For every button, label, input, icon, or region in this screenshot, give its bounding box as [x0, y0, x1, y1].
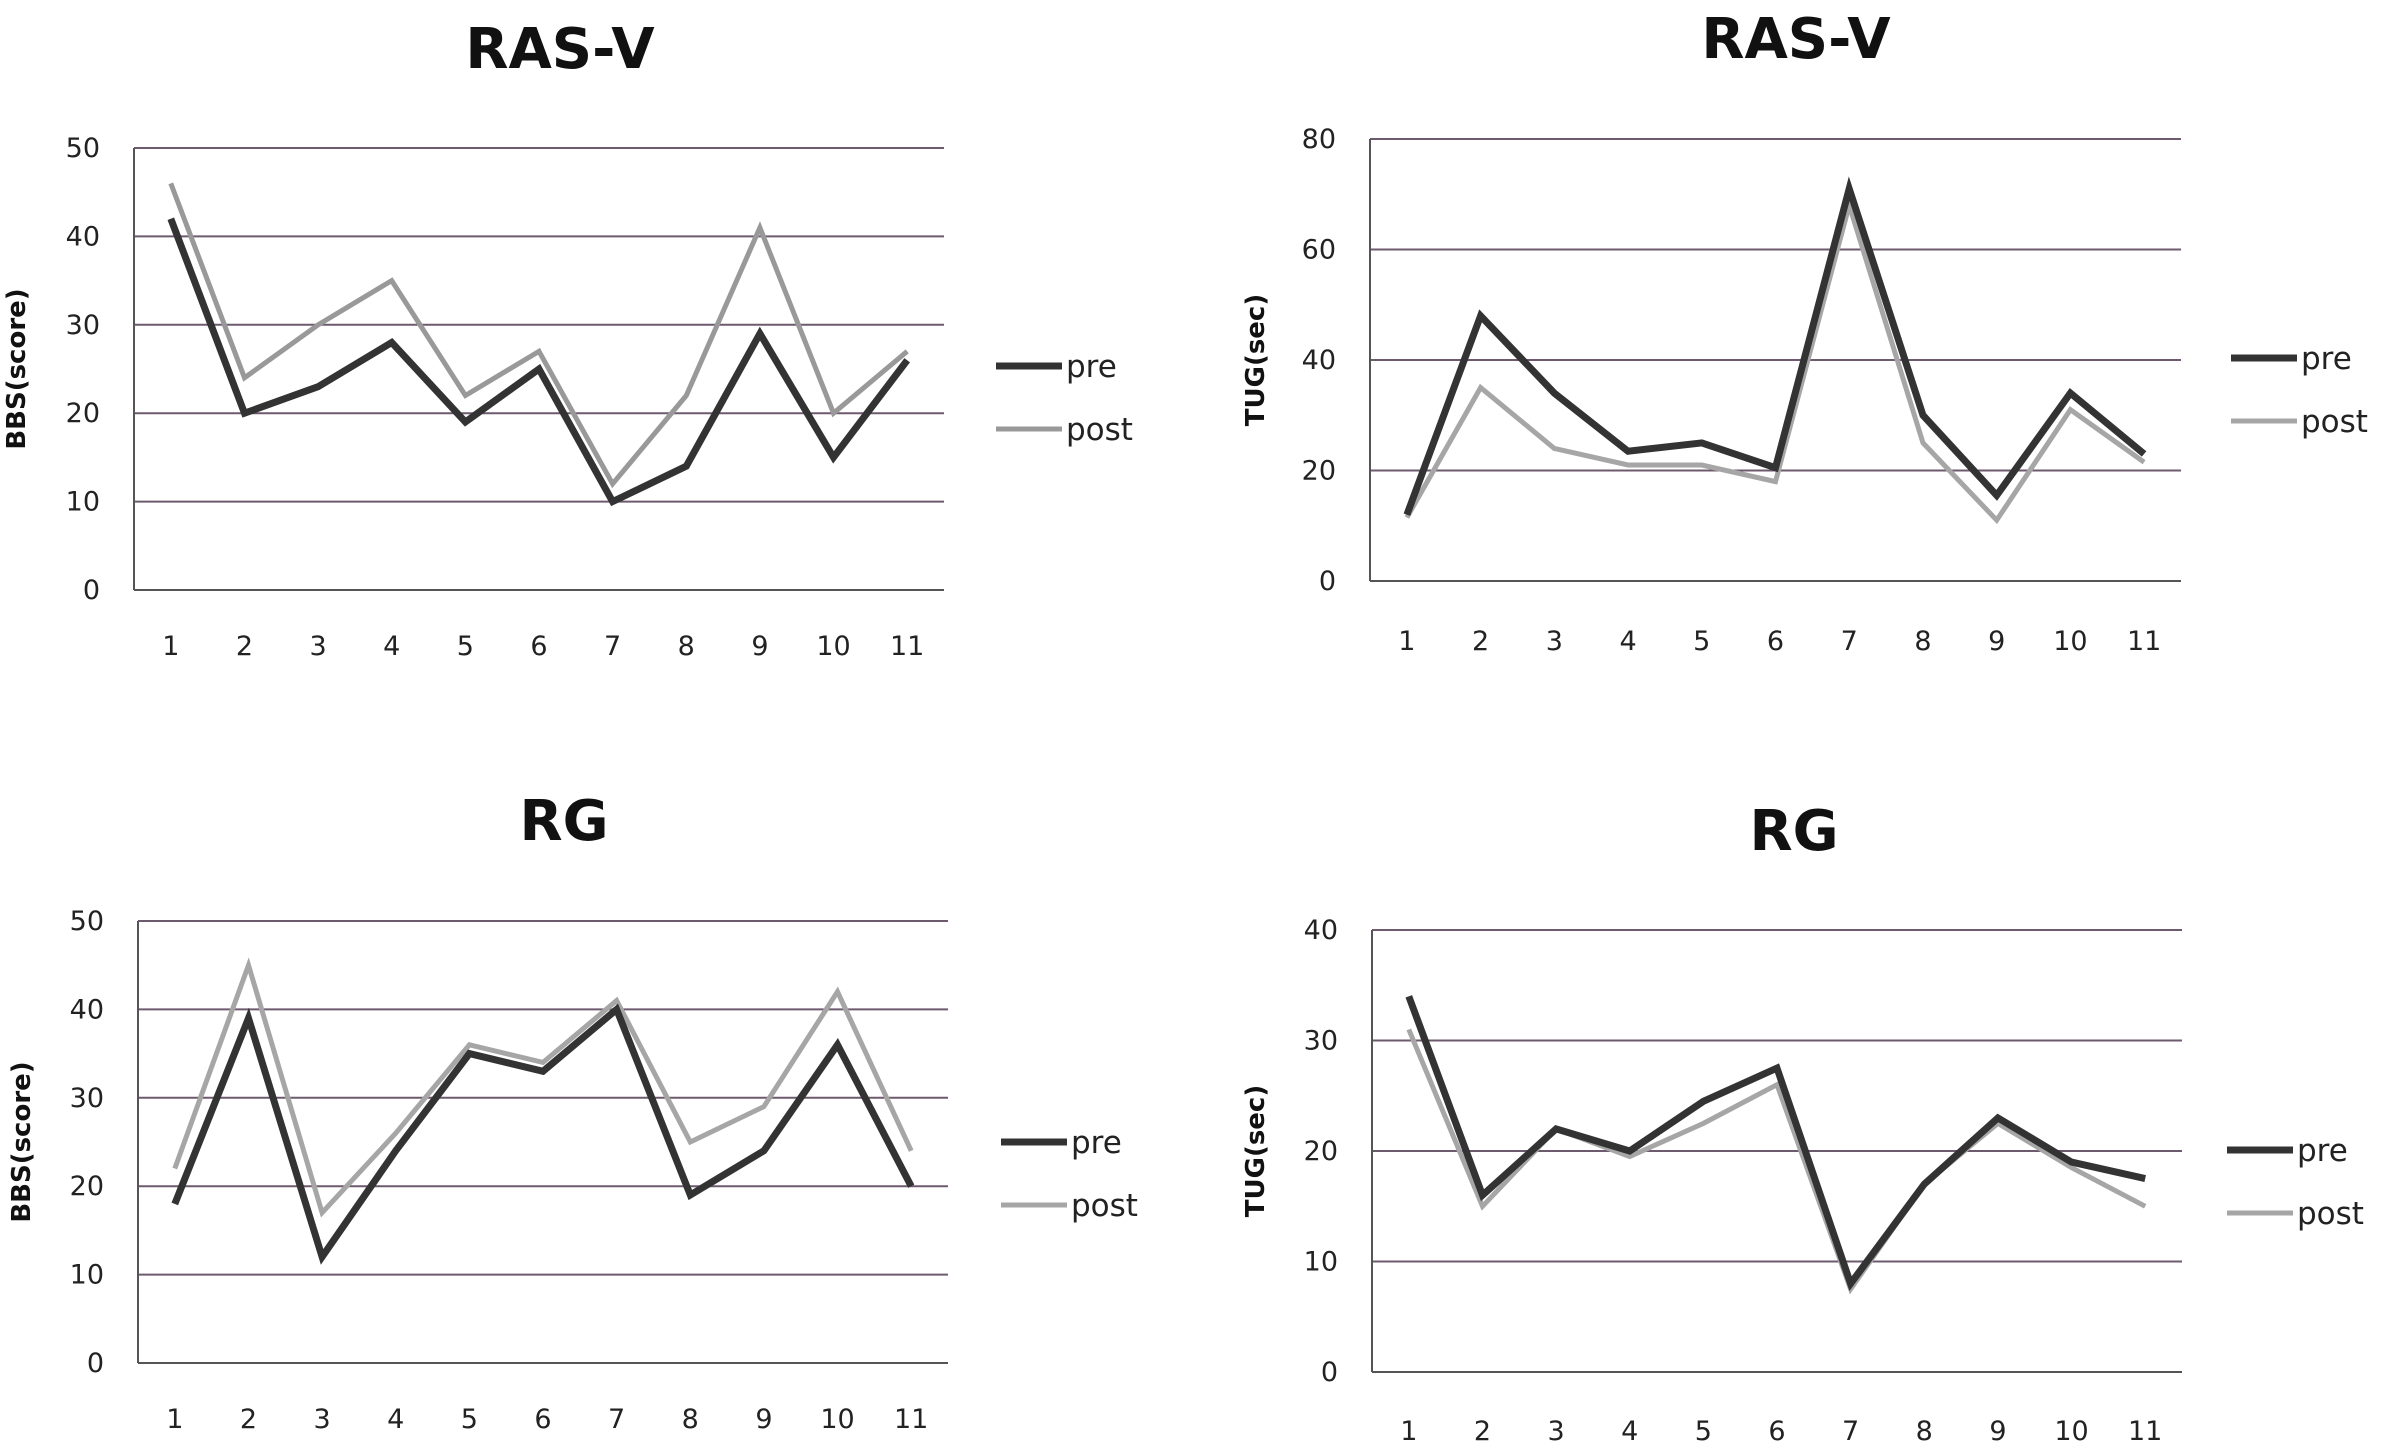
x-tick-label: 8: [1914, 626, 1931, 657]
x-tick-label: 5: [457, 631, 474, 662]
legend-label-post: post: [2301, 404, 2368, 440]
series-line-post: [168, 182, 909, 489]
line-chart-2: RAS-V TUG(sec) 0 20 40 60 80 1 2 3 4 5 6 7 8 9 10 11 pre po…: [1180, 0, 2384, 700]
y-tick-label: 0: [83, 575, 100, 606]
x-tick-label: 9: [1989, 1416, 2006, 1447]
x-tick-label: 7: [1842, 1416, 1859, 1447]
y-tick-label: 50: [70, 906, 104, 937]
series-line-post: [1404, 196, 2146, 525]
x-tick-label: 10: [820, 1404, 854, 1435]
y-axis-label: BBS(score): [2, 288, 32, 449]
line-chart-4: RG TUG(sec) 0 10 20 30 40 1 2 3 4 5 6 7 8 9 10 11 pre post: [1180, 740, 2384, 1455]
y-tick-label: 10: [66, 487, 100, 518]
y-tick-label: 10: [70, 1260, 104, 1291]
y-tick-label: 0: [1321, 1357, 1338, 1388]
x-tick-label: 1: [166, 1404, 183, 1435]
x-tick-label: 10: [2054, 1416, 2088, 1447]
x-tick-label: 2: [240, 1404, 257, 1435]
x-tick-label: 1: [1400, 1416, 1417, 1447]
x-tick-label: 9: [755, 1404, 772, 1435]
x-tick-label: 9: [1988, 626, 2005, 657]
y-axis-label: TUG(sec): [1241, 1085, 1271, 1217]
legend-label-post: post: [1071, 1188, 1138, 1224]
x-tick-label: 1: [162, 631, 179, 662]
x-tick-label: 2: [1472, 626, 1489, 657]
x-tick-label: 11: [890, 631, 924, 662]
x-tick-label: 4: [1621, 1416, 1638, 1447]
x-tick-label: 7: [604, 631, 621, 662]
x-tick-label: 5: [1695, 1416, 1712, 1447]
series-line-post: [172, 957, 914, 1218]
y-tick-label: 20: [66, 398, 100, 429]
x-tick-label: 8: [1916, 1416, 1933, 1447]
y-tick-label: 30: [66, 310, 100, 341]
x-tick-label: 4: [387, 1404, 404, 1435]
x-tick-label: 10: [816, 631, 850, 662]
x-tick-label: 3: [1547, 1416, 1564, 1447]
x-tick-label: 3: [309, 631, 326, 662]
x-tick-label: 6: [534, 1404, 551, 1435]
chart-title: RG: [1749, 799, 1838, 864]
x-tick-label: 8: [682, 1404, 699, 1435]
x-tick-label: 6: [1767, 626, 1784, 657]
chart-title: RG: [519, 789, 608, 854]
legend-label-pre: pre: [1071, 1125, 1122, 1161]
x-tick-label: 3: [1546, 626, 1563, 657]
y-tick-label: 20: [70, 1171, 104, 1202]
x-tick-label: 7: [1841, 626, 1858, 657]
x-tick-label: 8: [678, 631, 695, 662]
x-tick-label: 11: [2128, 1416, 2162, 1447]
y-tick-label: 40: [66, 221, 100, 252]
chart-svg: RG TUG(sec) 0 10 20 30 40 1 2 3 4 5 6 7 8 9 10 11 pre post: [1241, 799, 2364, 1447]
x-tick-label: 1: [1398, 626, 1415, 657]
x-tick-label: 4: [383, 631, 400, 662]
x-tick-label: 9: [751, 631, 768, 662]
y-tick-label: 30: [1304, 1026, 1338, 1057]
legend-label-post: post: [2297, 1196, 2364, 1232]
x-tick-label: 5: [461, 1404, 478, 1435]
series-line-pre: [1405, 995, 2146, 1292]
y-tick-label: 10: [1304, 1247, 1338, 1278]
y-tick-label: 30: [70, 1083, 104, 1114]
chart-svg: RAS-V BBS(score) 0 10 20 30 40 50 1 2 3 4 5 6 7 8 9 10 11 p…: [2, 17, 1133, 662]
x-tick-label: 6: [530, 631, 547, 662]
y-tick-label: 60: [1302, 235, 1336, 266]
y-tick-label: 40: [1304, 915, 1338, 946]
x-tick-label: 11: [894, 1404, 928, 1435]
chart-svg: RG BBS(score) 0 10 20 30 40 50 1 2 3 4 5 6 7 8 9 10 11 pre p…: [7, 789, 1138, 1435]
chart-svg: RAS-V TUG(sec) 0 20 40 60 80 1 2 3 4 5 6 7 8 9 10 11 pre po…: [1241, 7, 2368, 657]
line-chart-1: RAS-V BBS(score) 0 10 20 30 40 50 1 2 3 4 5 6 7 8 9 10 11 p…: [0, 0, 1180, 700]
x-tick-label: 6: [1768, 1416, 1785, 1447]
y-tick-label: 40: [70, 994, 104, 1025]
y-tick-label: 80: [1302, 124, 1336, 155]
legend-label-pre: pre: [2301, 341, 2352, 377]
chart-title: RAS-V: [1701, 7, 1891, 72]
y-tick-label: 20: [1302, 456, 1336, 487]
x-tick-label: 2: [1474, 1416, 1491, 1447]
x-tick-label: 5: [1693, 626, 1710, 657]
chart-title: RAS-V: [465, 17, 655, 82]
x-tick-label: 3: [313, 1404, 330, 1435]
y-tick-label: 40: [1302, 345, 1336, 376]
series-line-pre: [167, 217, 910, 507]
x-tick-label: 2: [236, 631, 253, 662]
y-tick-label: 0: [1319, 566, 1336, 597]
legend-label-pre: pre: [1066, 349, 1117, 385]
y-tick-label: 50: [66, 133, 100, 164]
x-tick-label: 4: [1619, 626, 1636, 657]
y-axis-label: TUG(sec): [1241, 294, 1271, 426]
legend-label-pre: pre: [2297, 1133, 2348, 1169]
y-tick-label: 20: [1304, 1136, 1338, 1167]
y-tick-label: 0: [87, 1348, 104, 1379]
y-axis-label: BBS(score): [7, 1061, 37, 1222]
x-tick-label: 11: [2127, 626, 2161, 657]
line-chart-3: RG BBS(score) 0 10 20 30 40 50 1 2 3 4 5 6 7 8 9 10 11 pre p…: [0, 740, 1180, 1455]
legend-label-post: post: [1066, 412, 1133, 448]
x-tick-label: 7: [608, 1404, 625, 1435]
x-tick-label: 10: [2053, 626, 2087, 657]
